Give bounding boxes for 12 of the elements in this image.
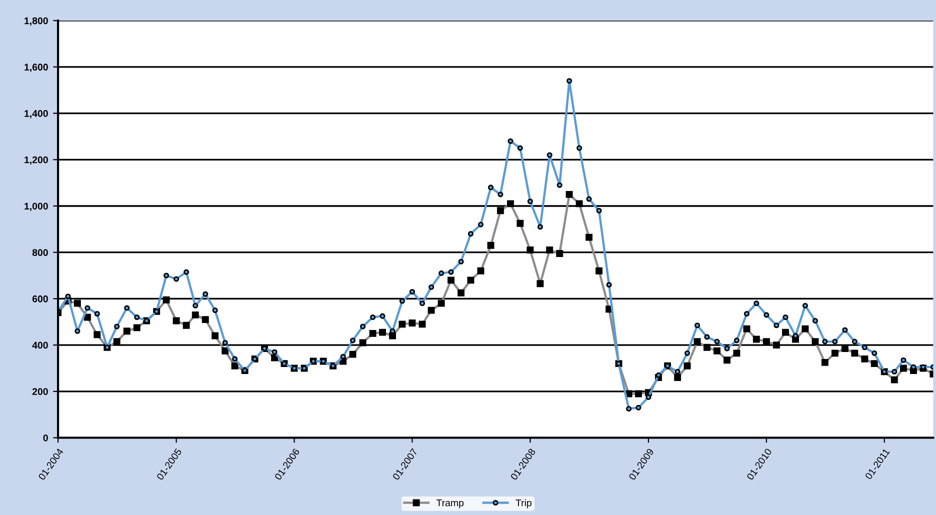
y-tick-label: 400 [32,342,48,349]
y-tick-label: 600 [32,295,48,302]
legend-label: Trip [516,499,532,508]
y-tick-label: 200 [32,388,48,396]
y-tick-label: 1,200 [24,156,48,165]
y-tick-label: 1,600 [24,64,48,72]
y-tick-label: 1,800 [24,17,48,26]
y-tick-label: 0 [43,434,48,442]
legend-label: Tramp [436,499,464,508]
y-tick-label: 1,000 [24,202,48,212]
y-tick-label: 1,400 [24,110,48,118]
y-tick-label: 800 [32,249,48,256]
